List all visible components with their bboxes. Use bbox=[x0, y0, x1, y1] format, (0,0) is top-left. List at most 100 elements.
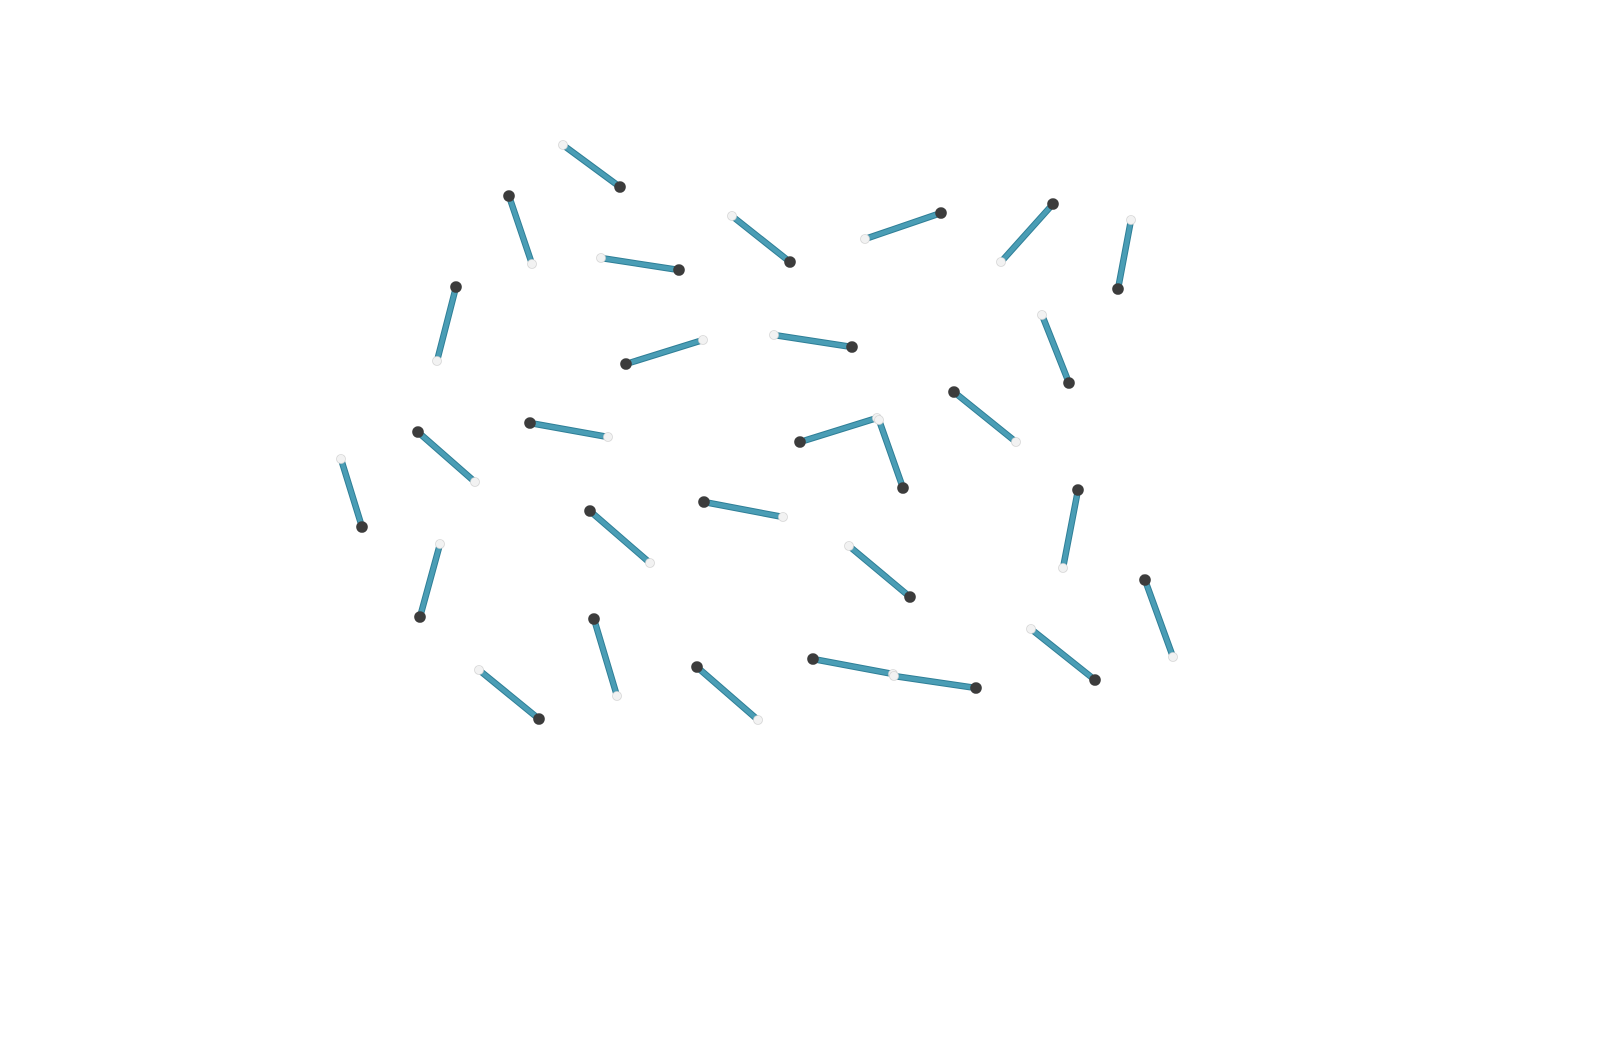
rod-light-endpoint bbox=[778, 512, 788, 522]
rod-dark-endpoint bbox=[1072, 484, 1084, 496]
rod-shaft bbox=[701, 499, 786, 520]
rod-shaft bbox=[506, 193, 535, 267]
molecule-rod[interactable] bbox=[412, 426, 480, 487]
rod-dark-endpoint bbox=[620, 358, 632, 370]
rod-dark-endpoint bbox=[450, 281, 462, 293]
molecule-rod[interactable] bbox=[691, 661, 763, 725]
rod-shaft bbox=[1142, 577, 1176, 660]
molecule-rod[interactable] bbox=[584, 505, 655, 568]
molecule-rod[interactable] bbox=[948, 386, 1021, 447]
rod-dark-endpoint bbox=[948, 386, 960, 398]
rod-dark-endpoint bbox=[503, 190, 515, 202]
rod-dark-endpoint bbox=[784, 256, 796, 268]
rod-shaft bbox=[1028, 626, 1098, 683]
molecule-rod[interactable] bbox=[874, 415, 909, 494]
molecule-rod[interactable] bbox=[1058, 484, 1084, 573]
rod-light-endpoint bbox=[889, 671, 899, 681]
molecule-rod[interactable] bbox=[432, 281, 462, 366]
molecule-rod[interactable] bbox=[698, 496, 788, 522]
rod-shaft bbox=[338, 456, 365, 530]
rod-light-endpoint bbox=[558, 140, 568, 150]
molecule-rod[interactable] bbox=[620, 335, 708, 370]
rod-shaft bbox=[560, 142, 623, 190]
rod-shaft bbox=[1039, 312, 1072, 386]
rod-dark-endpoint bbox=[970, 682, 982, 694]
molecule-rod[interactable] bbox=[1112, 215, 1136, 295]
rod-dark-endpoint bbox=[1047, 198, 1059, 210]
rod-dark-endpoint bbox=[794, 436, 806, 448]
rod-shaft bbox=[694, 664, 761, 723]
rod-shaft bbox=[1115, 217, 1134, 292]
rod-shaft bbox=[434, 284, 459, 364]
molecule-rod[interactable] bbox=[474, 665, 545, 725]
molecule-rod[interactable] bbox=[588, 613, 622, 701]
rod-dark-endpoint bbox=[904, 591, 916, 603]
rod-dark-endpoint bbox=[533, 713, 545, 725]
rod-light-endpoint bbox=[470, 477, 480, 487]
molecule-rod[interactable] bbox=[1139, 574, 1178, 662]
rod-shaft bbox=[951, 389, 1019, 445]
rod-dark-endpoint bbox=[1139, 574, 1151, 586]
rod-light-endpoint bbox=[612, 691, 622, 701]
rod-dark-endpoint bbox=[698, 496, 710, 508]
rod-shaft bbox=[862, 210, 944, 242]
molecule-rod[interactable] bbox=[807, 653, 898, 679]
molecule-rod[interactable] bbox=[1026, 624, 1101, 686]
molecule-rod[interactable] bbox=[844, 541, 916, 603]
rod-light-endpoint bbox=[645, 558, 655, 568]
rod-shaft bbox=[891, 673, 979, 691]
rod-shaft bbox=[417, 541, 443, 620]
rod-light-endpoint bbox=[698, 335, 708, 345]
rod-dark-endpoint bbox=[588, 613, 600, 625]
rod-dark-endpoint bbox=[414, 611, 426, 623]
rod-dark-endpoint bbox=[356, 521, 368, 533]
rod-shaft bbox=[998, 201, 1056, 265]
molecule-rod[interactable] bbox=[769, 330, 858, 353]
molecule-rod[interactable] bbox=[1037, 310, 1075, 389]
molecule-rod[interactable] bbox=[596, 253, 685, 276]
rod-shaft bbox=[1060, 487, 1081, 571]
rod-dark-endpoint bbox=[614, 181, 626, 193]
molecule-rod[interactable] bbox=[503, 190, 537, 269]
rod-dark-endpoint bbox=[412, 426, 424, 438]
rod-dark-endpoint bbox=[807, 653, 819, 665]
molecule-rod[interactable] bbox=[794, 413, 882, 448]
molecule-rod[interactable] bbox=[727, 211, 796, 268]
rod-light-endpoint bbox=[432, 356, 442, 366]
rod-dark-endpoint bbox=[1063, 377, 1075, 389]
rods-layer bbox=[336, 140, 1178, 725]
rod-light-endpoint bbox=[874, 415, 884, 425]
rod-light-endpoint bbox=[844, 541, 854, 551]
rod-light-endpoint bbox=[727, 211, 737, 221]
rod-shaft bbox=[771, 332, 855, 350]
rod-dark-endpoint bbox=[897, 482, 909, 494]
rod-light-endpoint bbox=[336, 454, 346, 464]
rod-light-endpoint bbox=[753, 715, 763, 725]
rod-light-endpoint bbox=[1011, 437, 1021, 447]
molecule-rod[interactable] bbox=[558, 140, 626, 193]
rod-dark-endpoint bbox=[1112, 283, 1124, 295]
rod-shaft bbox=[623, 337, 706, 367]
rod-shaft bbox=[598, 255, 682, 273]
rod-light-endpoint bbox=[1168, 652, 1178, 662]
molecule-rod[interactable] bbox=[524, 417, 613, 442]
rod-light-endpoint bbox=[996, 257, 1006, 267]
rod-shaft bbox=[729, 213, 793, 265]
molecule-rod[interactable] bbox=[860, 207, 947, 244]
rod-shaft bbox=[810, 656, 896, 677]
rod-light-endpoint bbox=[1126, 215, 1136, 225]
rod-shaft bbox=[797, 415, 880, 445]
molecule-rod[interactable] bbox=[414, 539, 445, 623]
rod-light-endpoint bbox=[769, 330, 779, 340]
rod-dark-endpoint bbox=[935, 207, 947, 219]
rod-light-endpoint bbox=[1026, 624, 1036, 634]
molecule-rod[interactable] bbox=[889, 671, 982, 694]
molecule-rod[interactable] bbox=[996, 198, 1059, 267]
rod-light-endpoint bbox=[527, 259, 537, 269]
rod-shaft bbox=[476, 667, 542, 722]
rod-shaft bbox=[527, 420, 611, 440]
molecule-rod[interactable] bbox=[336, 454, 368, 533]
rod-shaft bbox=[587, 508, 653, 566]
